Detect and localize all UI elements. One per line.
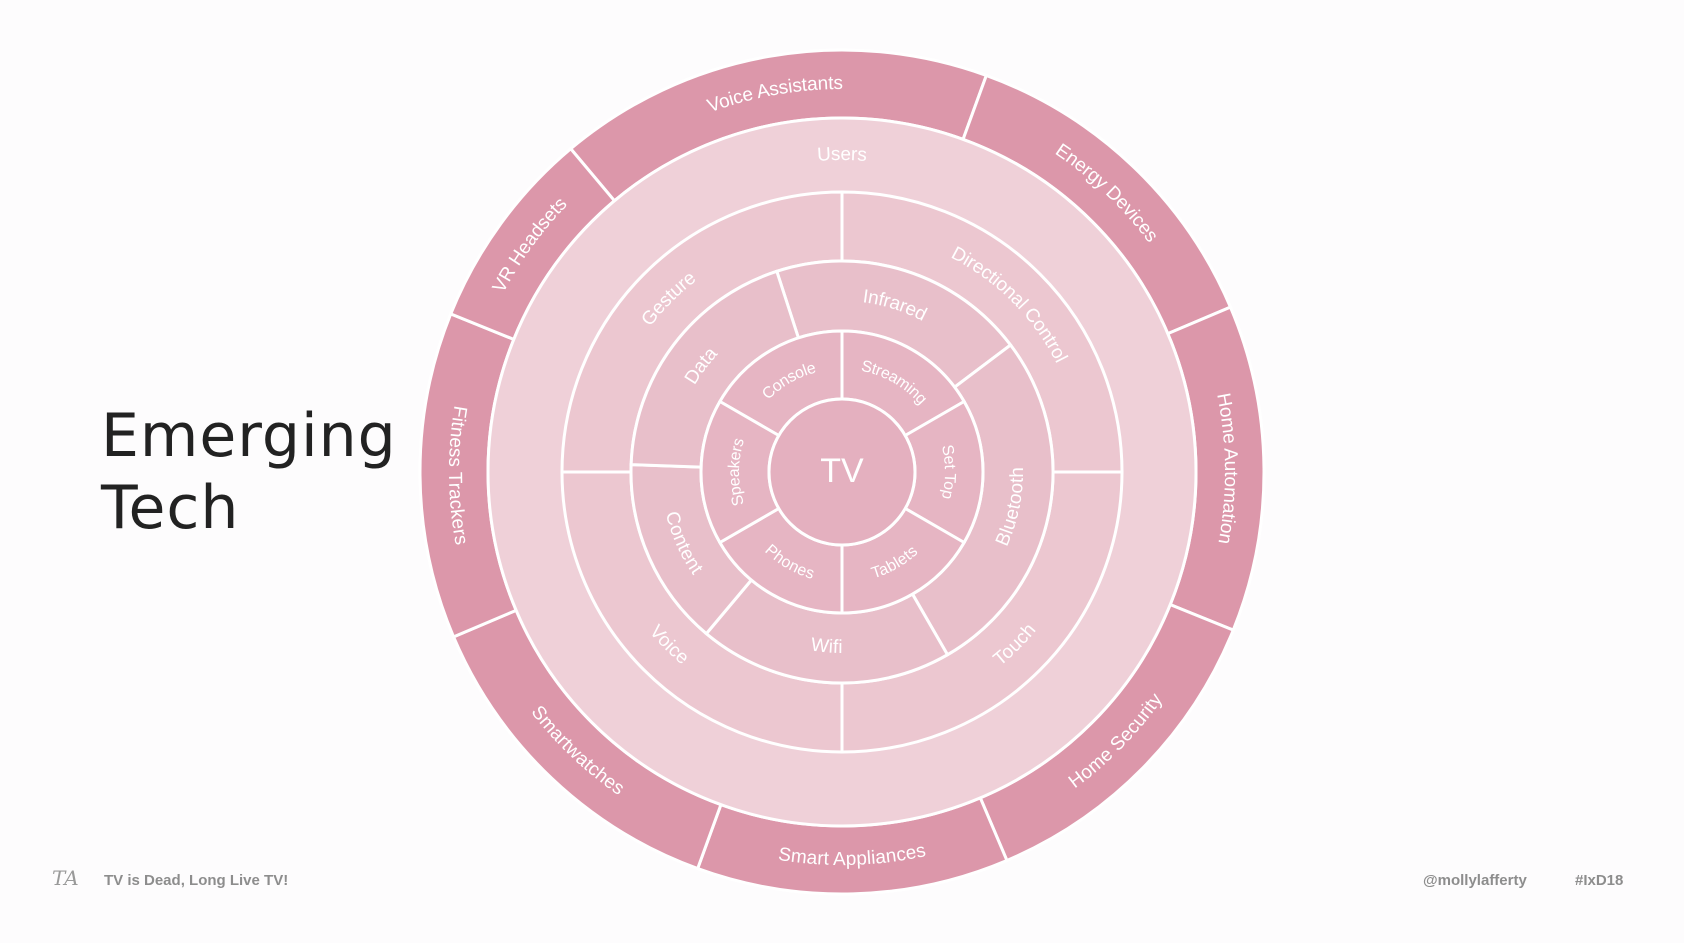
center-circle: [767, 397, 917, 547]
footer-twitter-handle: @mollylafferty: [1423, 872, 1527, 889]
users-label: Users: [817, 144, 868, 166]
footer-talk-title: TV is Dead, Long Live TV!: [104, 872, 289, 889]
ring2-label-wifi: Wifi: [810, 635, 843, 658]
center-label-tv: TV: [820, 452, 864, 490]
ring1-label-set-top: Set Top: [938, 443, 958, 500]
brand-logo: TA: [52, 866, 79, 890]
footer-hashtag: #IxD18: [1575, 872, 1624, 889]
title-line-1: Emerging: [101, 401, 397, 471]
slide-title: Emerging Tech: [101, 400, 397, 544]
title-line-2: Tech: [101, 473, 240, 543]
ring1-label-speakers: Speakers: [726, 436, 748, 507]
